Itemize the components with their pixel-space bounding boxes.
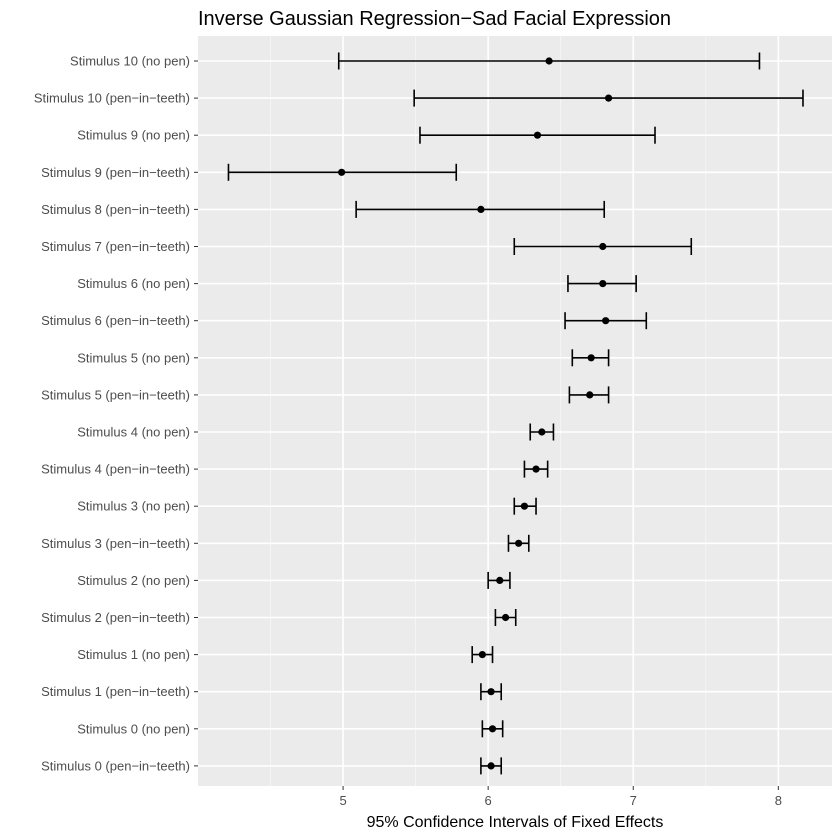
y-tick-label: Stimulus 0 (no pen) — [77, 721, 190, 736]
y-tick-label: Stimulus 3 (no pen) — [77, 499, 190, 514]
minor-gridlines — [270, 36, 707, 786]
y-tick-label: Stimulus 0 (pen−in−teeth) — [41, 758, 190, 773]
x-tick-label: 5 — [339, 793, 346, 808]
estimate-point — [532, 465, 540, 473]
estimate-point — [599, 280, 607, 288]
estimate-point — [520, 502, 529, 510]
x-axis-ticks — [342, 786, 779, 790]
estimate-point — [533, 131, 542, 139]
estimate-point — [501, 613, 510, 622]
estimate-point — [587, 354, 595, 362]
estimate-point — [599, 242, 607, 251]
x-axis-title: 95% Confidence Intervals of Fixed Effect… — [367, 814, 664, 831]
estimate-point — [478, 651, 486, 659]
estimate-point — [515, 539, 523, 547]
y-tick-label: Stimulus 5 (no pen) — [77, 350, 190, 365]
y-axis-labels: Stimulus 10 (no pen) Stimulus 10 (pen−in−… — [34, 54, 190, 774]
estimate-point — [545, 57, 553, 65]
estimate-point — [538, 428, 546, 436]
estimate-point — [487, 688, 495, 696]
estimate-point — [496, 576, 504, 585]
y-tick-label: Stimulus 10 (no pen) — [70, 54, 190, 69]
y-tick-label: Stimulus 10 (pen−in−teeth) — [34, 91, 190, 106]
y-axis-ticks — [194, 60, 198, 767]
y-tick-label: Stimulus 8 (pen−in−teeth) — [41, 202, 190, 217]
estimate-points — [338, 57, 613, 770]
y-tick-label: Stimulus 7 (pen−in−teeth) — [41, 239, 190, 254]
plot-panel — [198, 36, 832, 786]
x-axis-labels: 5 6 7 8 — [339, 793, 781, 808]
y-tick-label: Stimulus 2 (no pen) — [77, 573, 190, 588]
estimate-point — [338, 168, 346, 176]
y-tick-label: Stimulus 1 (pen−in−teeth) — [41, 684, 190, 699]
y-tick-label: Stimulus 9 (no pen) — [77, 128, 190, 143]
estimate-point — [586, 391, 594, 399]
x-tick-label: 6 — [485, 793, 492, 808]
estimate-point — [488, 725, 497, 733]
y-tick-label: Stimulus 4 (pen−in−teeth) — [41, 462, 190, 477]
estimate-point — [604, 94, 613, 102]
x-tick-label: 8 — [775, 793, 782, 808]
estimate-point — [477, 205, 485, 213]
estimate-point — [487, 762, 495, 770]
y-tick-label: Stimulus 1 (no pen) — [77, 647, 190, 662]
y-tick-label: Stimulus 6 (no pen) — [77, 276, 190, 291]
y-tick-label: Stimulus 5 (pen−in−teeth) — [41, 387, 190, 402]
error-bars — [227, 52, 804, 775]
y-tick-label: Stimulus 4 (no pen) — [77, 425, 190, 440]
estimate-point — [602, 317, 610, 325]
y-tick-label: Stimulus 2 (pen−in−teeth) — [41, 610, 190, 625]
y-tick-label: Stimulus 3 (pen−in−teeth) — [41, 536, 190, 551]
chart-title: Inverse Gaussian Regression−Sad Facial E… — [198, 8, 671, 30]
y-tick-label: Stimulus 9 (pen−in−teeth) — [41, 165, 190, 180]
x-tick-label: 7 — [630, 793, 637, 808]
y-tick-label: Stimulus 6 (pen−in−teeth) — [41, 313, 190, 328]
